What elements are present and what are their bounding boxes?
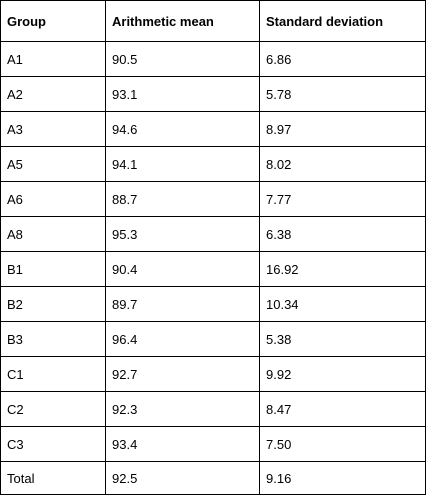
total-row: Total 92.5 9.16 xyxy=(0,461,426,495)
cell-group: Total xyxy=(0,461,106,495)
cell-sd: 6.86 xyxy=(259,41,426,77)
cell-mean: 95.3 xyxy=(105,216,260,252)
table-row: B3 96.4 5.38 xyxy=(0,321,426,357)
cell-mean: 93.1 xyxy=(105,76,260,112)
cell-sd: 9.92 xyxy=(259,356,426,392)
cell-group: C3 xyxy=(0,426,106,462)
cell-mean: 92.7 xyxy=(105,356,260,392)
table-row: B2 89.7 10.34 xyxy=(0,286,426,322)
cell-sd: 10.34 xyxy=(259,286,426,322)
table-row: A2 93.1 5.78 xyxy=(0,76,426,112)
cell-mean: 94.1 xyxy=(105,146,260,182)
table-row: A6 88.7 7.77 xyxy=(0,181,426,217)
table-row: B1 90.4 16.92 xyxy=(0,251,426,287)
cell-group: C1 xyxy=(0,356,106,392)
cell-mean: 88.7 xyxy=(105,181,260,217)
table-header: Group Arithmetic mean Standard deviation xyxy=(0,0,426,42)
cell-mean: 94.6 xyxy=(105,111,260,147)
cell-sd: 8.02 xyxy=(259,146,426,182)
table-row: C3 93.4 7.50 xyxy=(0,426,426,462)
cell-mean: 92.5 xyxy=(105,461,260,495)
header-standard-deviation: Standard deviation xyxy=(259,0,426,42)
header-row: Group Arithmetic mean Standard deviation xyxy=(0,0,426,42)
cell-mean: 92.3 xyxy=(105,391,260,427)
cell-mean: 89.7 xyxy=(105,286,260,322)
cell-group: C2 xyxy=(0,391,106,427)
cell-group: A3 xyxy=(0,111,106,147)
cell-sd: 7.50 xyxy=(259,426,426,462)
table-body: A1 90.5 6.86 A2 93.1 5.78 A3 94.6 8.97 A… xyxy=(0,41,426,495)
cell-group: A2 xyxy=(0,76,106,112)
cell-group: B2 xyxy=(0,286,106,322)
table-row: A8 95.3 6.38 xyxy=(0,216,426,252)
cell-sd: 9.16 xyxy=(259,461,426,495)
cell-group: A5 xyxy=(0,146,106,182)
cell-sd: 6.38 xyxy=(259,216,426,252)
cell-sd: 16.92 xyxy=(259,251,426,287)
table-row: C2 92.3 8.47 xyxy=(0,391,426,427)
cell-group: B3 xyxy=(0,321,106,357)
cell-mean: 96.4 xyxy=(105,321,260,357)
cell-sd: 5.78 xyxy=(259,76,426,112)
table-row: A3 94.6 8.97 xyxy=(0,111,426,147)
header-arithmetic-mean: Arithmetic mean xyxy=(105,0,260,42)
cell-mean: 93.4 xyxy=(105,426,260,462)
cell-group: A6 xyxy=(0,181,106,217)
cell-mean: 90.5 xyxy=(105,41,260,77)
table-row: A5 94.1 8.02 xyxy=(0,146,426,182)
cell-sd: 8.47 xyxy=(259,391,426,427)
cell-group: A8 xyxy=(0,216,106,252)
cell-sd: 8.97 xyxy=(259,111,426,147)
cell-mean: 90.4 xyxy=(105,251,260,287)
header-group: Group xyxy=(0,0,106,42)
table-row: A1 90.5 6.86 xyxy=(0,41,426,77)
cell-group: A1 xyxy=(0,41,106,77)
cell-sd: 5.38 xyxy=(259,321,426,357)
table-row: C1 92.7 9.92 xyxy=(0,356,426,392)
cell-group: B1 xyxy=(0,251,106,287)
cell-sd: 7.77 xyxy=(259,181,426,217)
